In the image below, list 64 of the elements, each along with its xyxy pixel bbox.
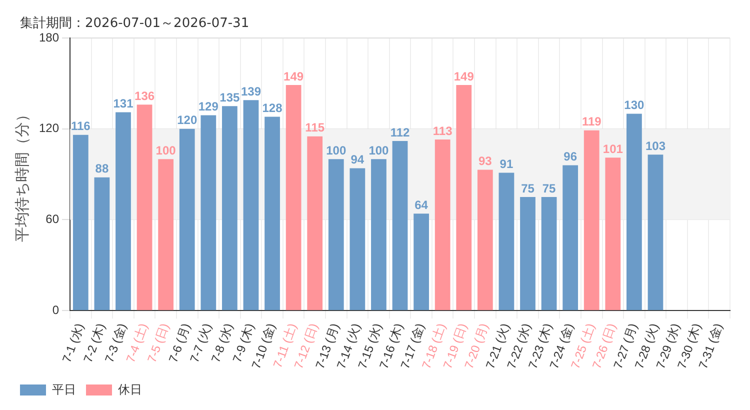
bar <box>605 158 621 310</box>
chart-title: 集計期間：2026-07-01～2026-07-31 <box>20 15 250 32</box>
bar <box>243 100 259 310</box>
data-label: 113 <box>432 124 453 138</box>
bar <box>136 104 152 310</box>
bar <box>116 112 131 310</box>
data-label: 139 <box>240 84 262 98</box>
bar <box>222 106 238 310</box>
bar <box>264 116 280 310</box>
data-label: 100 <box>368 143 390 158</box>
bar <box>94 177 110 310</box>
bar <box>456 84 472 310</box>
data-label: 112 <box>390 125 410 140</box>
data-label: 136 <box>134 88 155 103</box>
bar <box>350 168 366 310</box>
bar <box>72 134 88 310</box>
bar <box>286 84 302 310</box>
bar <box>648 154 664 310</box>
data-label: 93 <box>478 154 492 168</box>
data-label: 131 <box>113 96 134 111</box>
data-label: 103 <box>645 138 666 153</box>
bar <box>434 139 450 310</box>
data-label: 96 <box>564 150 578 164</box>
y-tick-label: 120 <box>38 121 60 136</box>
data-label: 91 <box>500 157 514 172</box>
bar <box>477 170 493 310</box>
data-label: 101 <box>602 142 624 156</box>
bar <box>371 159 386 310</box>
bar <box>541 197 557 310</box>
data-label: 135 <box>220 90 240 104</box>
data-label: 116 <box>70 119 91 134</box>
data-label: 94 <box>350 152 364 167</box>
data-label: 100 <box>156 143 176 158</box>
y-tick-label: 180 <box>38 30 60 44</box>
bar <box>498 172 514 310</box>
y-tick-label: 60 <box>46 212 60 226</box>
data-label: 100 <box>326 143 346 158</box>
bar <box>158 159 174 310</box>
bar <box>626 114 642 310</box>
data-label: 120 <box>177 113 198 128</box>
y-axis-title: 平均待ち時間（分） <box>14 106 32 242</box>
legend-label: 平日 <box>52 382 76 396</box>
data-label: 64 <box>414 198 428 212</box>
bar <box>520 197 536 310</box>
bar <box>584 130 600 310</box>
data-label: 75 <box>521 181 535 196</box>
bar <box>392 140 408 310</box>
bar <box>307 136 323 310</box>
bar <box>414 214 429 310</box>
data-label: 75 <box>542 181 556 196</box>
bar <box>200 115 216 310</box>
data-label: 130 <box>624 98 645 112</box>
data-label: 149 <box>284 69 304 84</box>
bar <box>179 128 195 310</box>
data-label: 88 <box>95 162 109 176</box>
bar <box>562 165 578 310</box>
y-tick-label: 0 <box>52 302 60 317</box>
legend-label: 休日 <box>118 382 142 396</box>
data-label: 115 <box>305 120 325 135</box>
data-label: 128 <box>262 101 283 116</box>
bar <box>328 159 344 310</box>
data-label: 129 <box>198 100 219 114</box>
data-label: 149 <box>454 69 474 84</box>
data-label: 119 <box>582 114 602 129</box>
